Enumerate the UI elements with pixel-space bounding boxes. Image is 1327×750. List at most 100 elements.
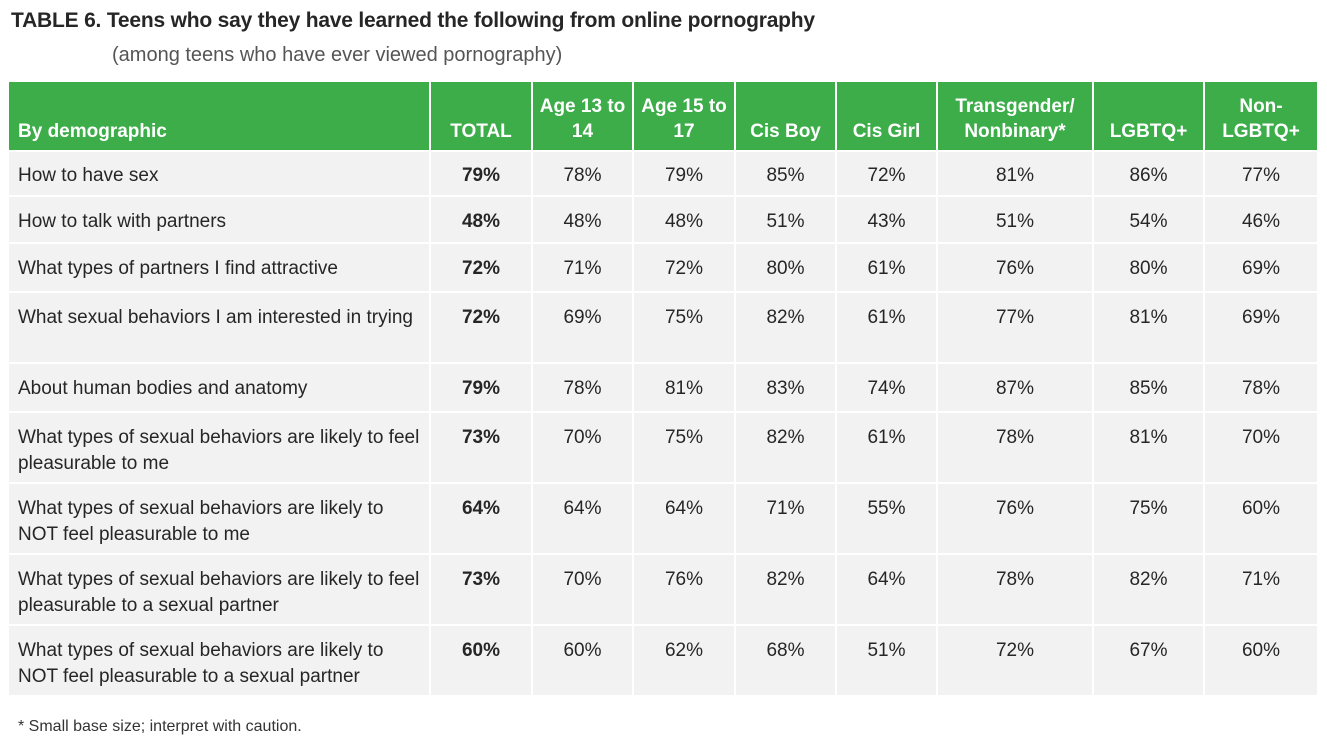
column-header-transgender-nonbinary: Transgender/ Nonbinary* <box>938 82 1094 150</box>
cell-total: 64% <box>431 482 533 553</box>
cell-age-13-14: 70% <box>533 411 634 482</box>
cell-lgbtq: 86% <box>1094 150 1205 195</box>
table-row: About human bodies and anatomy 79% 78% 81% 8… <box>9 362 1317 411</box>
cell-lgbtq: 81% <box>1094 411 1205 482</box>
cell-transgender-nonbinary: 81% <box>938 150 1094 195</box>
column-header-total: TOTAL <box>431 82 533 150</box>
cell-cis-girl: 64% <box>837 553 938 624</box>
cell-cis-boy: 51% <box>736 195 837 242</box>
cell-cis-boy: 80% <box>736 242 837 291</box>
cell-age-15-17: 79% <box>634 150 736 195</box>
cell-transgender-nonbinary: 76% <box>938 482 1094 553</box>
cell-age-13-14: 71% <box>533 242 634 291</box>
row-label: What sexual behaviors I am interested in… <box>9 291 431 362</box>
column-header-cis-girl: Cis Girl <box>837 82 938 150</box>
row-label: What types of sexual behaviors are likel… <box>9 482 431 553</box>
cell-cis-girl: 55% <box>837 482 938 553</box>
cell-transgender-nonbinary: 72% <box>938 624 1094 695</box>
table-row: What types of sexual behaviors are likel… <box>9 624 1317 695</box>
cell-transgender-nonbinary: 76% <box>938 242 1094 291</box>
cell-total: 72% <box>431 242 533 291</box>
table-row: How to have sex 79% 78% 79% 85% 72% 81% 86% 77% <box>9 150 1317 195</box>
cell-age-13-14: 69% <box>533 291 634 362</box>
cell-total: 73% <box>431 553 533 624</box>
cell-non-lgbtq: 78% <box>1205 362 1317 411</box>
row-label: What types of sexual behaviors are likel… <box>9 624 431 695</box>
cell-age-15-17: 75% <box>634 411 736 482</box>
cell-cis-boy: 83% <box>736 362 837 411</box>
cell-cis-boy: 71% <box>736 482 837 553</box>
cell-cis-boy: 82% <box>736 553 837 624</box>
cell-lgbtq: 67% <box>1094 624 1205 695</box>
cell-age-13-14: 48% <box>533 195 634 242</box>
cell-age-15-17: 72% <box>634 242 736 291</box>
cell-age-13-14: 70% <box>533 553 634 624</box>
cell-non-lgbtq: 60% <box>1205 624 1317 695</box>
data-table: By demographic TOTAL Age 13 to 14 Age 15… <box>9 82 1317 695</box>
column-header-non-lgbtq: Non- LGBTQ+ <box>1205 82 1317 150</box>
table-row: What types of sexual behaviors are likel… <box>9 411 1317 482</box>
row-label: About human bodies and anatomy <box>9 362 431 411</box>
cell-cis-girl: 61% <box>837 291 938 362</box>
cell-non-lgbtq: 69% <box>1205 291 1317 362</box>
table-title: TABLE 6. Teens who say they have learned… <box>11 9 815 32</box>
cell-non-lgbtq: 60% <box>1205 482 1317 553</box>
row-label: What types of sexual behaviors are likel… <box>9 411 431 482</box>
cell-age-13-14: 64% <box>533 482 634 553</box>
table-row: What types of sexual behaviors are likel… <box>9 553 1317 624</box>
cell-cis-girl: 43% <box>837 195 938 242</box>
cell-cis-girl: 61% <box>837 242 938 291</box>
cell-lgbtq: 85% <box>1094 362 1205 411</box>
table-row: What sexual behaviors I am interested in… <box>9 291 1317 362</box>
column-header-cis-boy: Cis Boy <box>736 82 837 150</box>
cell-age-15-17: 48% <box>634 195 736 242</box>
cell-cis-boy: 68% <box>736 624 837 695</box>
cell-total: 60% <box>431 624 533 695</box>
cell-age-15-17: 81% <box>634 362 736 411</box>
table-row: What types of partners I find attractive… <box>9 242 1317 291</box>
table-subtitle: (among teens who have ever viewed pornog… <box>112 44 563 66</box>
cell-lgbtq: 75% <box>1094 482 1205 553</box>
cell-cis-girl: 72% <box>837 150 938 195</box>
cell-age-13-14: 78% <box>533 150 634 195</box>
cell-age-13-14: 78% <box>533 362 634 411</box>
cell-transgender-nonbinary: 78% <box>938 411 1094 482</box>
row-label: How to talk with partners <box>9 195 431 242</box>
cell-transgender-nonbinary: 77% <box>938 291 1094 362</box>
cell-total: 73% <box>431 411 533 482</box>
cell-non-lgbtq: 71% <box>1205 553 1317 624</box>
cell-age-13-14: 60% <box>533 624 634 695</box>
cell-cis-boy: 82% <box>736 411 837 482</box>
cell-non-lgbtq: 69% <box>1205 242 1317 291</box>
cell-non-lgbtq: 46% <box>1205 195 1317 242</box>
cell-lgbtq: 54% <box>1094 195 1205 242</box>
cell-age-15-17: 64% <box>634 482 736 553</box>
table-row: How to talk with partners 48% 48% 48% 51% 43%… <box>9 195 1317 242</box>
header-row: By demographic TOTAL Age 13 to 14 Age 15… <box>9 82 1317 150</box>
row-label: How to have sex <box>9 150 431 195</box>
cell-lgbtq: 80% <box>1094 242 1205 291</box>
cell-cis-boy: 85% <box>736 150 837 195</box>
cell-cis-boy: 82% <box>736 291 837 362</box>
table-row: What types of sexual behaviors are likel… <box>9 482 1317 553</box>
row-label: What types of sexual behaviors are likel… <box>9 553 431 624</box>
cell-transgender-nonbinary: 51% <box>938 195 1094 242</box>
cell-cis-girl: 61% <box>837 411 938 482</box>
row-label: What types of partners I find attractive <box>9 242 431 291</box>
cell-cis-girl: 51% <box>837 624 938 695</box>
cell-transgender-nonbinary: 78% <box>938 553 1094 624</box>
cell-non-lgbtq: 77% <box>1205 150 1317 195</box>
column-header-age-13-14: Age 13 to 14 <box>533 82 634 150</box>
cell-total: 72% <box>431 291 533 362</box>
column-header-lgbtq: LGBTQ+ <box>1094 82 1205 150</box>
cell-total: 48% <box>431 195 533 242</box>
cell-age-15-17: 76% <box>634 553 736 624</box>
cell-age-15-17: 62% <box>634 624 736 695</box>
cell-age-15-17: 75% <box>634 291 736 362</box>
cell-cis-girl: 74% <box>837 362 938 411</box>
footnote: * Small base size; interpret with cautio… <box>18 718 302 735</box>
cell-total: 79% <box>431 150 533 195</box>
cell-transgender-nonbinary: 87% <box>938 362 1094 411</box>
cell-total: 79% <box>431 362 533 411</box>
cell-lgbtq: 81% <box>1094 291 1205 362</box>
